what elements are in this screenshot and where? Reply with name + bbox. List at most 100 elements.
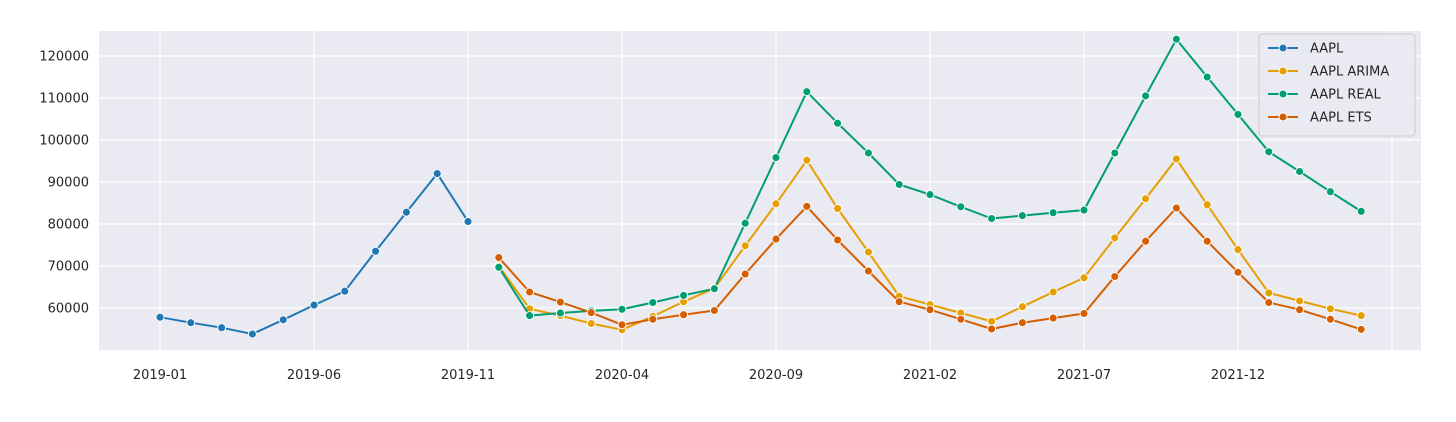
data-point bbox=[1141, 194, 1151, 204]
x-tick-label: 2020-04 bbox=[595, 368, 649, 383]
y-tick-label: 60000 bbox=[48, 302, 89, 317]
series-aapl-ets bbox=[494, 201, 1366, 334]
legend-label: AAPL ETS bbox=[1310, 111, 1372, 126]
data-point bbox=[555, 297, 565, 307]
series-aapl bbox=[155, 169, 473, 339]
x-tick-label: 2021-07 bbox=[1057, 368, 1111, 383]
legend-label: AAPL REAL bbox=[1310, 88, 1382, 103]
data-point bbox=[1048, 313, 1058, 323]
data-point bbox=[340, 286, 350, 296]
data-point bbox=[802, 155, 812, 165]
data-point bbox=[679, 290, 689, 300]
data-point bbox=[648, 314, 658, 324]
data-point bbox=[1356, 206, 1366, 216]
data-point bbox=[217, 323, 227, 333]
data-point bbox=[863, 266, 873, 276]
legend-swatch-marker bbox=[1278, 112, 1288, 122]
data-point bbox=[802, 201, 812, 211]
x-tick-label: 2019-01 bbox=[133, 368, 187, 383]
data-point bbox=[833, 235, 843, 245]
data-point bbox=[1295, 167, 1305, 176]
data-point bbox=[740, 269, 750, 279]
legend-swatch-marker bbox=[1278, 89, 1288, 99]
data-point bbox=[1141, 91, 1151, 101]
legend-swatch-marker bbox=[1278, 66, 1288, 76]
y-axis-tick-labels: 60000 70000 80000 90000 100000 110000 120000 bbox=[39, 50, 89, 317]
data-point bbox=[1110, 148, 1120, 158]
data-point bbox=[1295, 305, 1305, 315]
data-point bbox=[1264, 288, 1274, 298]
data-point bbox=[1202, 72, 1212, 82]
data-point bbox=[1017, 318, 1027, 328]
data-point bbox=[586, 319, 596, 328]
series-aapl-real bbox=[494, 34, 1366, 321]
data-point bbox=[894, 297, 904, 307]
legend-swatch-marker bbox=[1278, 43, 1288, 53]
data-point bbox=[863, 247, 873, 257]
data-point bbox=[771, 199, 781, 209]
legend-box bbox=[1258, 33, 1416, 137]
data-point bbox=[987, 324, 997, 334]
data-point bbox=[709, 306, 719, 315]
data-point bbox=[1171, 203, 1181, 213]
data-point bbox=[371, 246, 381, 256]
legend-label: AAPL ARIMA bbox=[1310, 65, 1389, 80]
series-layer bbox=[155, 34, 1366, 339]
data-point bbox=[494, 253, 504, 263]
data-point bbox=[1233, 245, 1243, 255]
data-point bbox=[1141, 236, 1151, 246]
data-point bbox=[1171, 154, 1181, 164]
data-point bbox=[802, 87, 812, 97]
data-point bbox=[1264, 147, 1274, 157]
data-point bbox=[1110, 272, 1120, 281]
data-point bbox=[586, 308, 596, 318]
data-point bbox=[1325, 314, 1335, 324]
data-point bbox=[1233, 109, 1243, 119]
legend-entry: AAPL ARIMA bbox=[1268, 65, 1389, 80]
legend-entry: AAPL REAL bbox=[1268, 88, 1382, 103]
x-tick-label: 2021-02 bbox=[903, 368, 957, 383]
data-point bbox=[1264, 298, 1274, 307]
data-point bbox=[1171, 34, 1181, 44]
data-point bbox=[740, 218, 750, 228]
data-point bbox=[648, 298, 658, 307]
x-axis-tick-labels: 2019-01 2019-06 2019-11 2020-04 2020-09 2021-… bbox=[133, 368, 1265, 383]
data-point bbox=[987, 316, 997, 326]
data-point bbox=[1356, 311, 1366, 321]
data-point bbox=[1325, 187, 1335, 197]
data-point bbox=[1356, 324, 1366, 334]
data-point bbox=[1233, 267, 1243, 277]
data-point bbox=[833, 204, 843, 213]
data-point bbox=[1202, 236, 1212, 246]
x-tick-label: 2021-12 bbox=[1211, 368, 1265, 383]
data-point bbox=[679, 310, 689, 320]
y-tick-label: 80000 bbox=[48, 218, 89, 233]
data-point bbox=[1295, 296, 1305, 306]
data-point bbox=[956, 202, 966, 212]
data-point bbox=[1048, 208, 1058, 218]
data-point bbox=[956, 314, 966, 324]
data-point bbox=[1079, 205, 1089, 215]
data-point bbox=[617, 304, 627, 314]
legend-entry: AAPL bbox=[1268, 42, 1344, 57]
data-point bbox=[1110, 233, 1120, 243]
y-tick-label: 110000 bbox=[39, 92, 89, 107]
y-tick-label: 100000 bbox=[39, 134, 89, 149]
data-point bbox=[525, 287, 535, 297]
data-point bbox=[1048, 287, 1058, 297]
data-point bbox=[463, 217, 473, 226]
data-point bbox=[771, 153, 781, 163]
data-point bbox=[740, 241, 750, 251]
data-point bbox=[709, 284, 719, 294]
data-point bbox=[186, 318, 196, 328]
x-tick-label: 2019-11 bbox=[441, 368, 495, 383]
data-point bbox=[1325, 304, 1335, 314]
data-point bbox=[555, 308, 565, 318]
data-point bbox=[155, 312, 165, 322]
data-point bbox=[1202, 200, 1212, 210]
legend-entry: AAPL ETS bbox=[1268, 111, 1372, 126]
data-point bbox=[494, 262, 504, 272]
x-tick-label: 2019-06 bbox=[287, 368, 341, 383]
data-point bbox=[247, 329, 257, 339]
